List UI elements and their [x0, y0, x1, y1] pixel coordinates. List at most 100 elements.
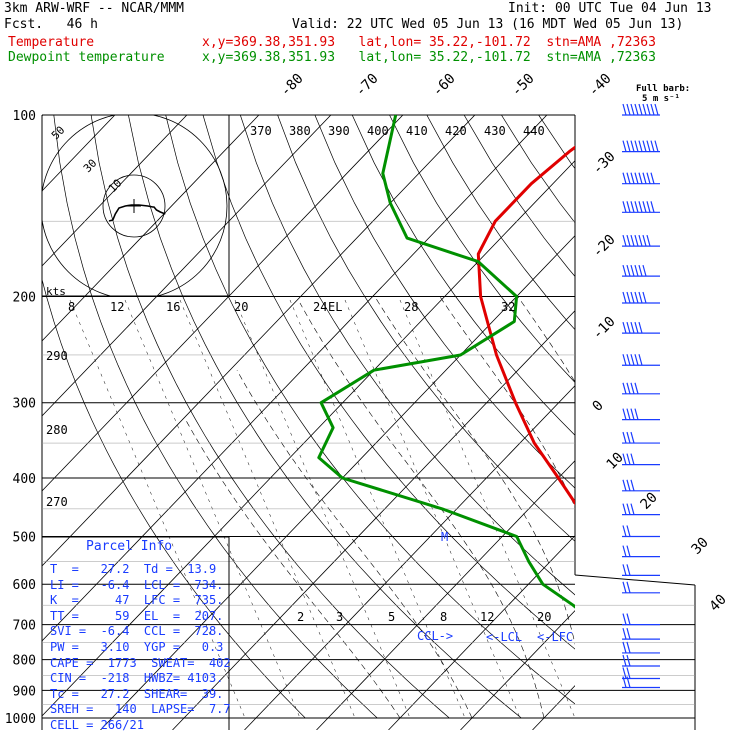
isotherm-line: [244, 385, 575, 730]
mixing-ratio-label: 32: [501, 300, 515, 314]
temperature-legend: Temperature: [8, 35, 95, 50]
wind-barb-flag: [622, 581, 627, 593]
dry-adiabat: [538, 115, 575, 170]
mixing-ratio-label: 16: [166, 300, 180, 314]
wind-barb-flag: [622, 431, 627, 444]
theta-label: 280: [46, 423, 68, 437]
wind-barb-flag: [622, 321, 627, 334]
isotherm-line: [42, 115, 548, 642]
mixing-ratio-label: 2: [297, 610, 304, 624]
wind-barb-flag: [626, 676, 631, 688]
wind-barb-flag: [622, 382, 627, 394]
hodograph-trace: [108, 204, 166, 222]
pressure-label: 400: [13, 472, 36, 487]
temperature-location: x,y=369.38,351.93 lat,lon= 35.22,-101.72…: [202, 35, 656, 50]
wind-barb-flag: [630, 354, 635, 366]
parcel-info-box: [42, 536, 230, 730]
parcel-info-row: SREH = 140 LAPSE= 7.7: [50, 702, 231, 717]
theta-label: 380: [289, 124, 311, 138]
isotherm-line: [388, 535, 575, 730]
parcel-info-row: PW = 3.10 YGP = 0.3: [50, 640, 224, 654]
wind-barb-flag: [626, 641, 631, 654]
wind-barb-flag: [626, 201, 631, 213]
wind-barb-flag: [622, 545, 627, 557]
parcel-info-row: T = 27.2 Td = 13.9: [50, 562, 217, 576]
wind-barb-flag: [638, 354, 643, 366]
wind-barb-flag: [630, 408, 635, 420]
wind-barb-flag: [622, 564, 627, 576]
wind-barb-flag: [634, 172, 639, 184]
wind-barb-flag: [634, 201, 639, 213]
isotherm-line: [42, 115, 260, 342]
wind-barb: [622, 408, 660, 421]
wind-barb-flag: [646, 234, 651, 247]
wind-barb-flag: [626, 431, 631, 444]
wind-barb-flag: [630, 140, 635, 152]
theta-label: 290: [46, 349, 68, 363]
wind-barb: [622, 201, 660, 213]
dry-adiabat: [576, 115, 740, 718]
wind-barb-flag: [622, 140, 627, 152]
mixing-ratio-label: 28: [404, 300, 418, 314]
wind-barb: [622, 140, 660, 153]
hodograph-kts-label: kts: [46, 285, 66, 298]
isotherm-line: [316, 460, 575, 730]
theta-label: 440: [523, 124, 545, 138]
dry-adiabat: [463, 115, 575, 277]
wind-barb-flag: [630, 201, 635, 213]
wind-barb-flag: [634, 264, 639, 277]
wind-barb-flag: [650, 103, 655, 116]
wind-barb-flag: [630, 172, 635, 184]
wind-barb-flag: [630, 264, 635, 277]
moist-adiabat: [185, 419, 401, 719]
theta-label: 400: [367, 124, 389, 138]
wind-barb: [622, 545, 660, 558]
moist-adiabat: [299, 302, 545, 719]
wind-barb-flag: [622, 654, 627, 667]
isotherm-line: [460, 610, 575, 730]
wind-barb-flag: [638, 140, 643, 152]
wind-barb: [622, 613, 660, 626]
barb-legend-title: Full barb:: [636, 84, 691, 94]
wind-barb-flag: [642, 201, 647, 213]
wind-barb-flag: [646, 140, 651, 152]
moist-adiabat: [236, 370, 473, 719]
isotherm-label: -80: [278, 71, 307, 100]
mixing-ratio-label: 3: [336, 610, 343, 624]
isotherm-line: [172, 310, 575, 730]
wind-barb-flag: [634, 234, 639, 247]
wind-barb: [622, 234, 660, 247]
dewpoint-profile: [317, 115, 575, 609]
wind-barb-flag: [634, 354, 639, 366]
isotherm-line: [42, 115, 188, 267]
wind-barb-flag: [638, 201, 643, 213]
model-title: 3km ARW-WRF -- NCAR/MMM: [4, 1, 185, 16]
isotherm-label: -10: [590, 314, 619, 343]
wind-barb-flag: [638, 172, 643, 184]
wind-barb-flag: [622, 291, 627, 304]
isotherm-line: [676, 115, 740, 730]
pressure-label: 900: [13, 684, 36, 699]
wind-barb-flag: [622, 627, 627, 640]
wind-barb-flag: [622, 264, 627, 277]
forecast-hour: Fcst. 46 h: [4, 17, 98, 32]
pressure-label: 200: [13, 291, 36, 306]
wind-barb-flag: [626, 545, 631, 557]
parcel-info-row: TT = 59 EL = 207.: [50, 608, 224, 623]
isotherm-label: -50: [509, 71, 538, 100]
barb-legend-units: 5 m s⁻¹: [642, 94, 680, 104]
wind-barb-flag: [626, 503, 631, 515]
parcel-info-row: CIN = -218 HWBZ= 4103.: [50, 671, 224, 686]
isotherm-label: -30: [590, 149, 619, 178]
wind-barb-flag: [630, 103, 635, 116]
wind-barb-flag: [622, 613, 627, 625]
wind-barb: [622, 382, 660, 395]
parcel-info-row: SVI = -6.4 CCL = 728.: [50, 624, 224, 639]
wind-barb-flag: [626, 408, 631, 420]
wind-barb: [622, 627, 660, 640]
mixing-ratio-label: 8: [68, 300, 75, 314]
valid-time: Valid: 22 UTC Wed 05 Jun 13 (16 MDT Wed …: [292, 17, 684, 32]
wind-barb-flag: [634, 103, 639, 116]
dewpoint-location: x,y=369.38,351.93 lat,lon= 35.22,-101.72…: [202, 50, 656, 65]
